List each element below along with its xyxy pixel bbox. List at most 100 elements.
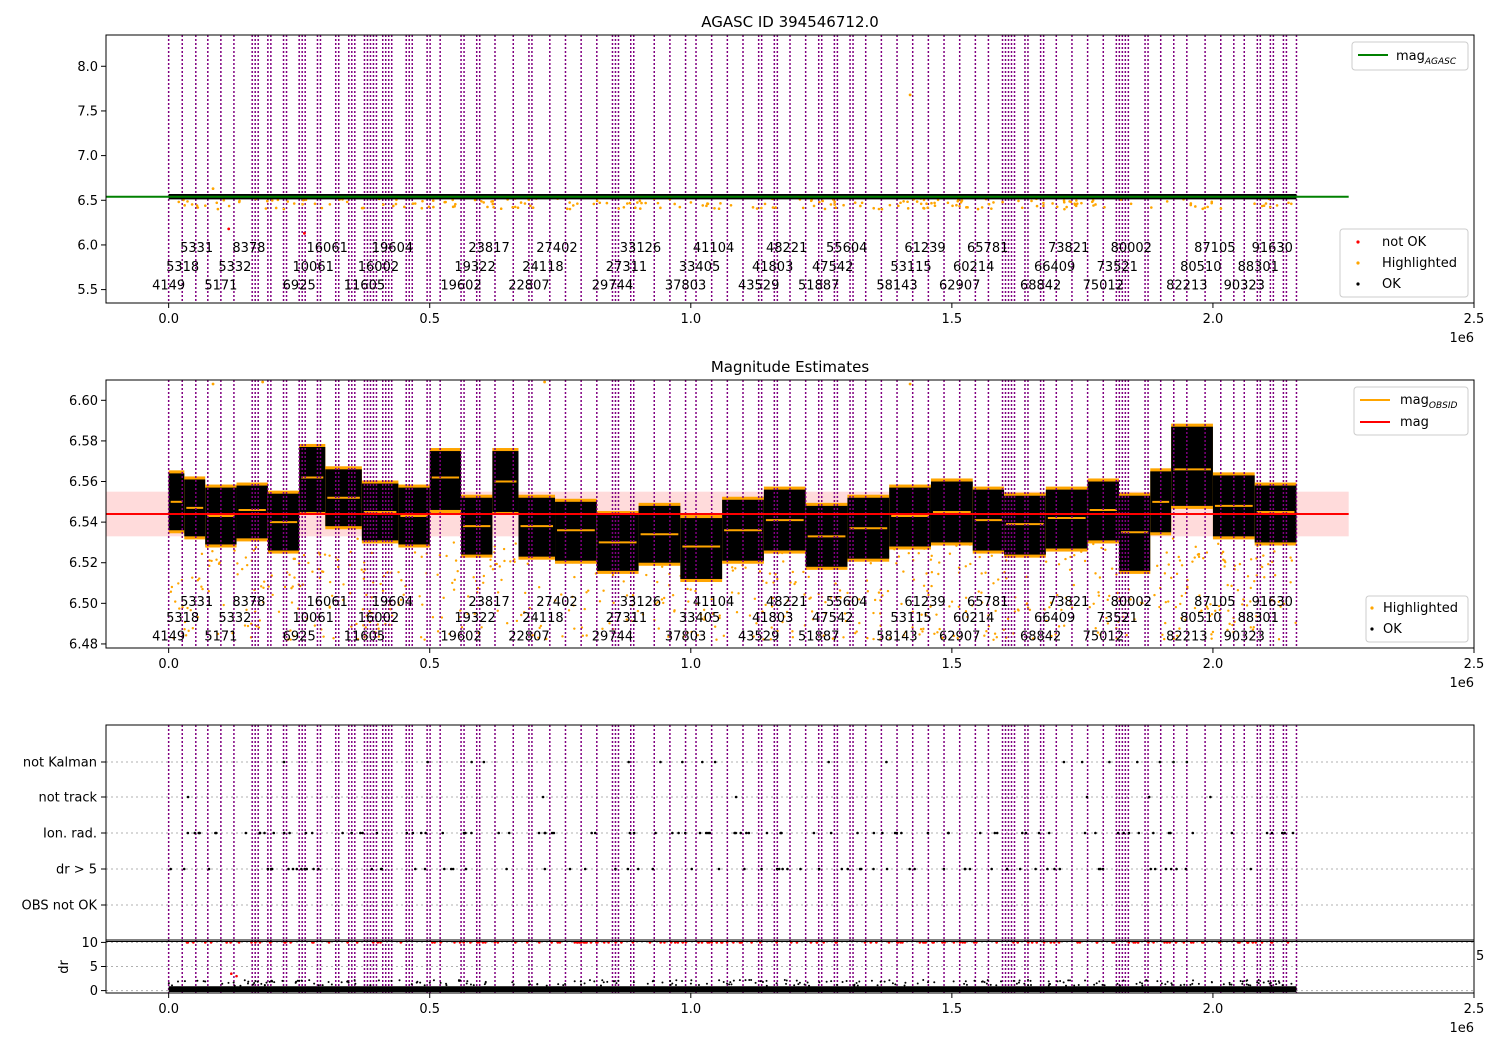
dr-point [1047,984,1050,987]
dr-point [465,982,468,985]
dr-point [1029,979,1032,982]
highlighted-point [992,638,995,642]
obsid-ok-points [1171,426,1213,506]
highlighted-point [689,201,693,204]
flag-point [698,831,702,835]
highlighted-point [678,205,682,209]
highlighted-point [1180,564,1184,567]
flag-point [1169,867,1173,871]
dr-point [602,981,605,984]
highlighted-point [203,204,207,207]
flag-point [926,831,930,835]
dr-point [1118,984,1121,987]
highlighted-point [565,207,569,211]
highlighted-point [587,589,590,592]
highlighted-point [1069,599,1072,603]
flags-panel: not Kalman not track Ion. rad. dr > 5 OBS no… [22,724,1475,941]
flag-point [443,867,446,871]
obsid-annotation: 6925 [283,629,316,644]
highlighted-point [964,596,968,599]
flag-point [632,831,636,835]
highlighted-point [1068,568,1072,571]
flag-point [1034,867,1037,871]
flag-point [947,831,950,835]
flag-point [291,867,295,871]
highlighted-point [776,629,779,633]
highlighted-point [1068,200,1071,203]
highlighted-point [568,207,572,211]
highlighted-point [922,584,926,588]
highlighted-point [964,565,967,568]
dr-not-ok-point [235,974,238,978]
dr-point [1191,982,1194,985]
dr-point [528,983,531,986]
highlighted-point [537,636,540,639]
highlighted-point [400,579,403,582]
flag-point [817,867,821,871]
dr-y-label: dr [57,960,72,974]
highlighted-point [381,203,385,206]
obsid-annotation: 29744 [592,629,633,644]
highlighted-point [1217,604,1221,608]
dr-point [1160,982,1163,985]
dr-point [204,980,207,983]
highlighted-point [1069,555,1072,559]
highlighted-point [513,560,516,564]
dr-point [167,982,170,985]
highlighted-point [859,204,862,208]
highlighted-point [1198,594,1201,597]
highlighted-point [1106,598,1109,602]
obsid-annotation: 61239 [904,241,945,256]
highlighted-point [169,590,173,593]
highlighted-point [1075,202,1079,205]
legend-highlighted-marker-2 [1370,606,1374,610]
dr-point [583,982,586,985]
flag-point [269,867,273,871]
highlighted-point [1056,593,1059,597]
highlighted-point [1163,637,1166,641]
dr-point [580,983,583,986]
highlighted-point [966,615,969,619]
highlighted-point [915,200,919,203]
highlighted-point [1214,609,1217,613]
dr-point [783,979,786,982]
highlighted-point [662,596,666,600]
x-tick-label: 2.0 [1203,1002,1224,1017]
flag-point [379,867,383,871]
highlighted-point [236,562,239,565]
highlighted-point [1042,201,1045,205]
highlighted-point [208,559,211,562]
legend-not-ok-label: not OK [1382,235,1427,250]
highlighted-point [403,205,406,209]
obsid-annotation: 66409 [1034,611,1075,626]
x-tick-label: 0.5 [419,1002,440,1017]
agasc-legend-lower: not OK Highlighted OK [1339,228,1469,298]
dr-point [1247,983,1250,986]
highlighted-point [1097,594,1101,597]
highlighted-point [311,570,314,573]
highlighted-point [323,553,327,556]
highlighted-point [948,605,951,608]
highlighted-point [838,589,842,592]
dr-point [1262,981,1265,984]
highlighted-point [824,611,827,615]
highlighted-point [1094,203,1097,206]
flag-point [733,831,736,835]
highlighted-point [902,200,905,203]
dr-point [1197,982,1200,985]
dr-point [1146,979,1149,982]
x-tick-label: 0.5 [419,312,440,327]
dr-point [965,983,968,986]
x-tick-label: 0.0 [158,1002,179,1017]
obsid-annotation: 8378 [232,241,265,256]
highlighted-point [568,201,571,204]
obsid-annotation: 5318 [166,611,199,626]
highlighted-point [696,633,700,637]
highlighted-point [717,207,721,211]
highlighted-point [174,600,177,603]
dr-threshold-label: 5 [1476,949,1484,964]
dr-point [253,982,256,985]
obsid-annotation: 4149 [152,629,185,644]
highlighted-point [345,200,349,204]
highlighted-point [831,637,835,640]
